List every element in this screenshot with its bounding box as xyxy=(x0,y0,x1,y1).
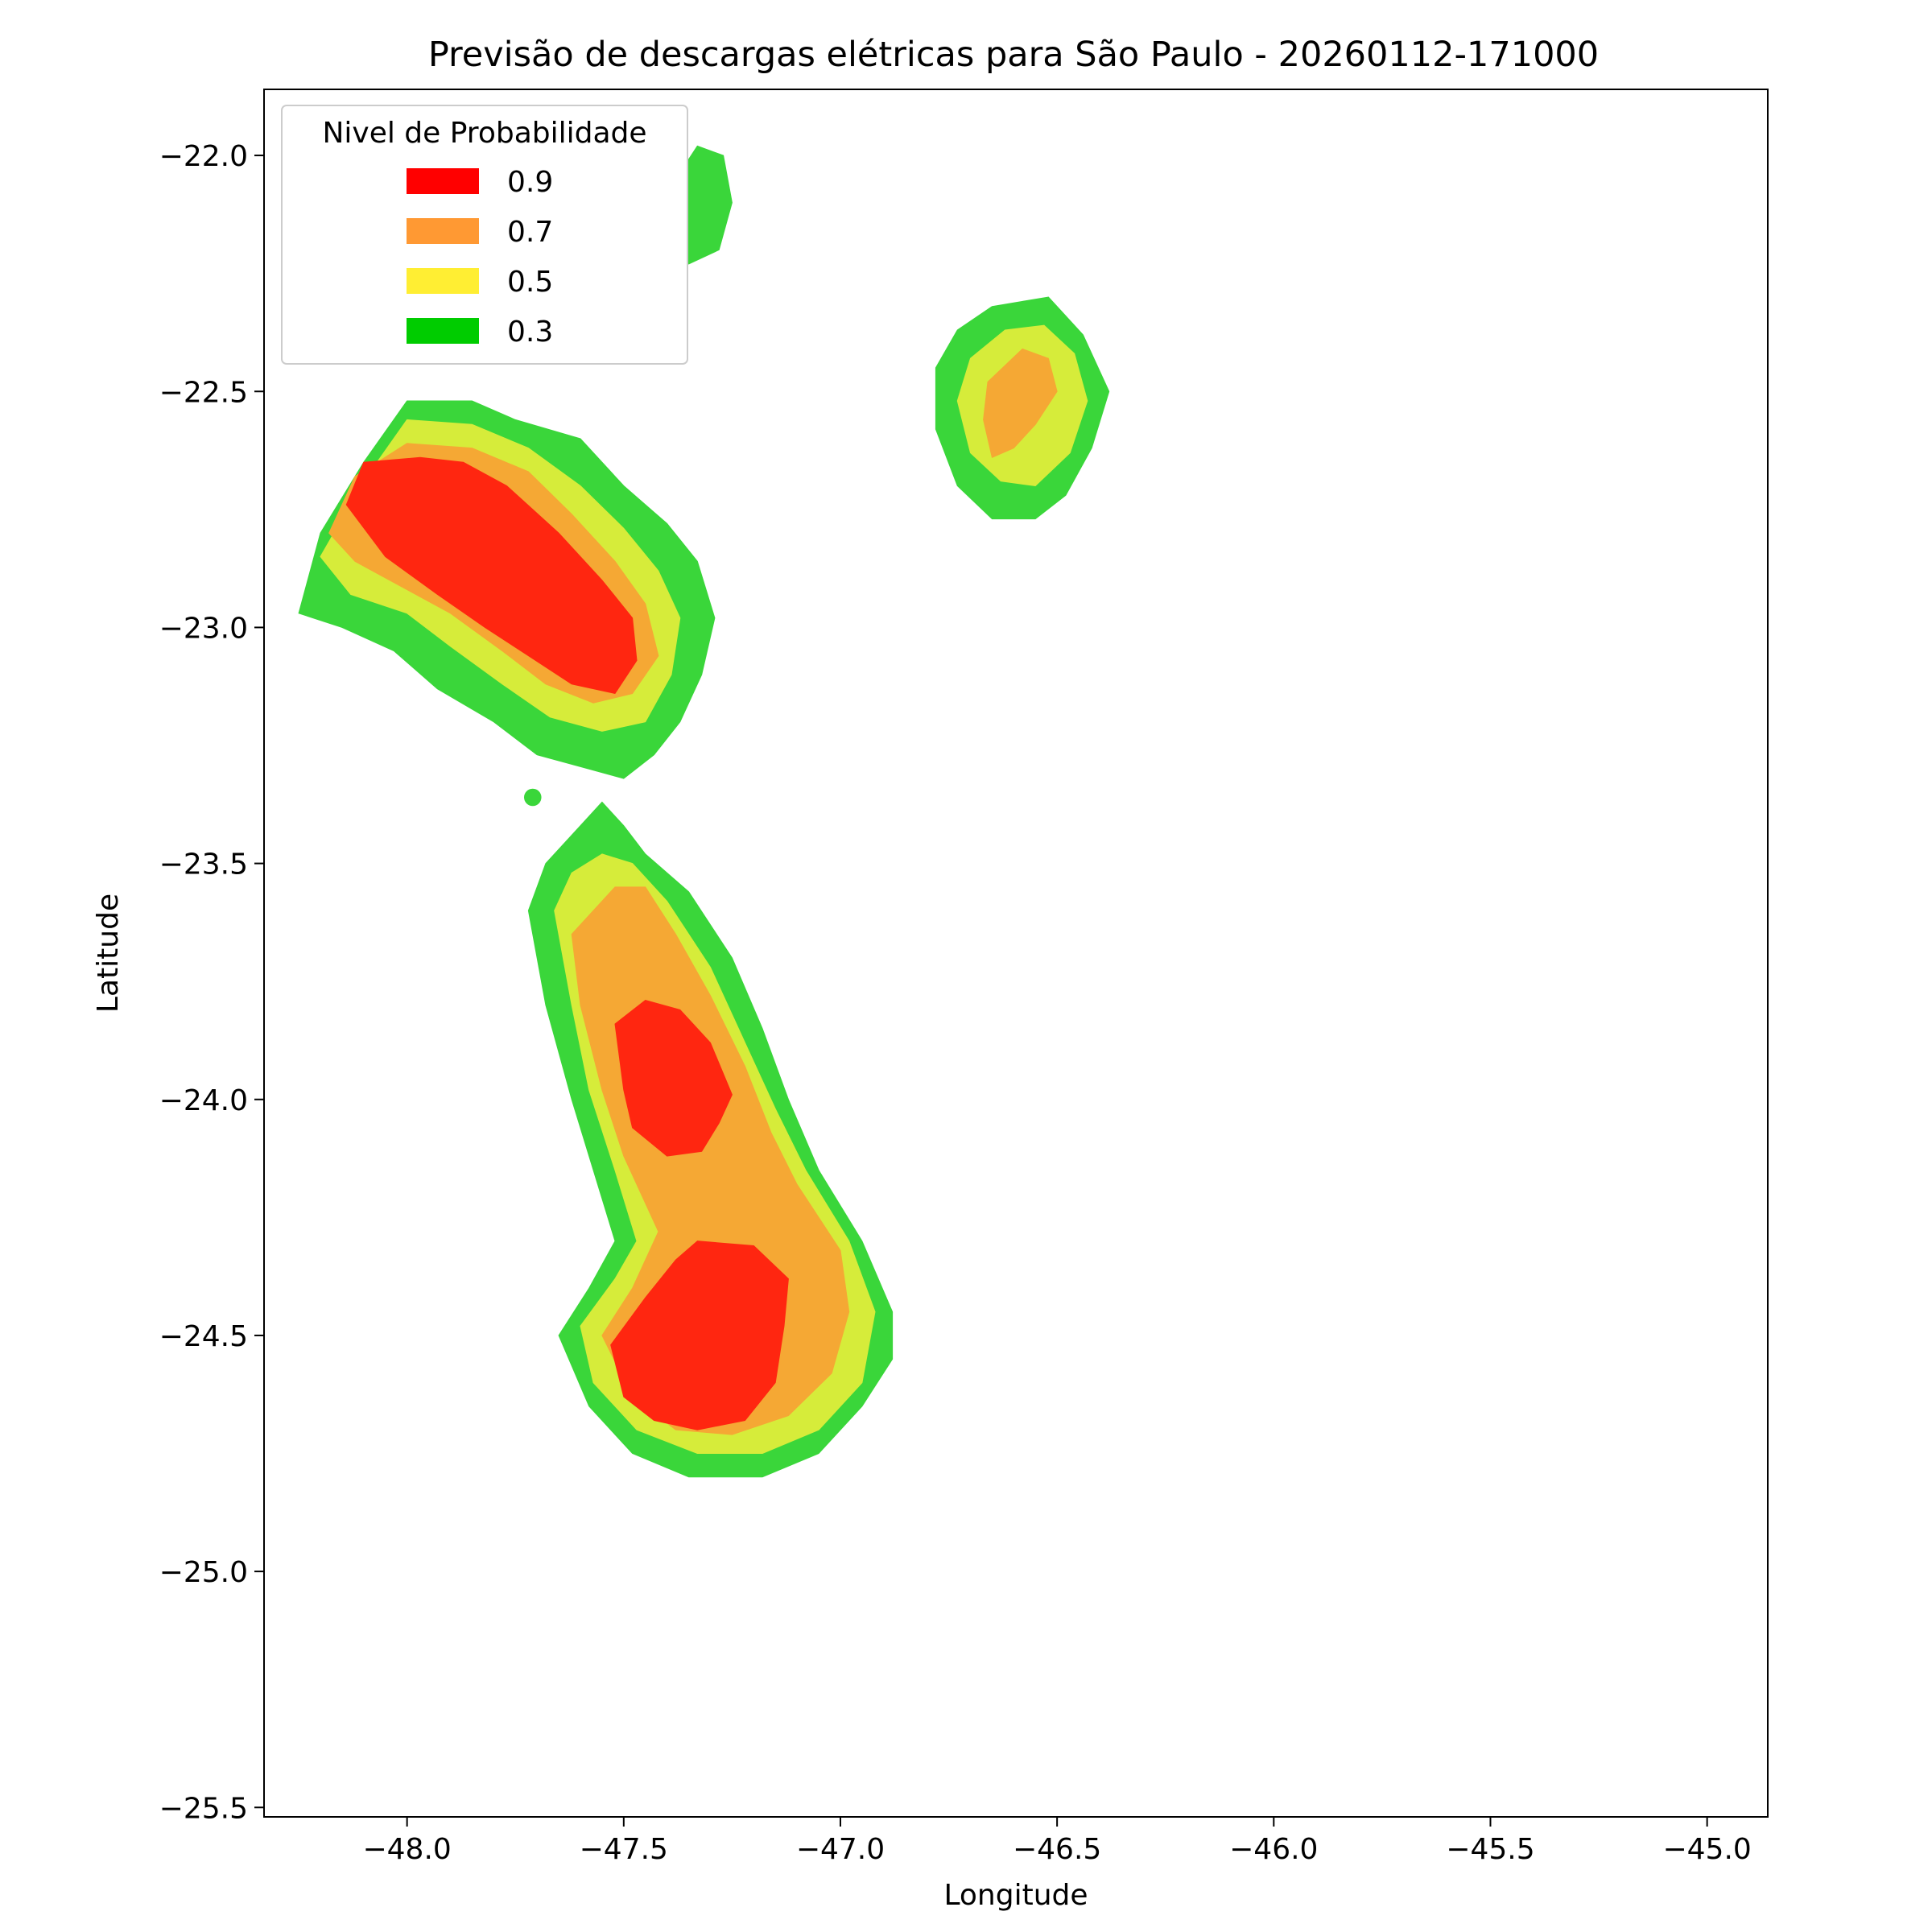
contour-level-0-9 xyxy=(610,1241,789,1430)
x-tick-label: −47.5 xyxy=(580,1833,668,1866)
contour-regions xyxy=(298,145,1110,1478)
legend-label: 0.3 xyxy=(507,316,553,349)
contour-dot xyxy=(523,788,542,807)
legend-box xyxy=(281,105,688,365)
plot-frame xyxy=(263,89,1769,1818)
legend-swatch xyxy=(407,168,479,194)
x-tick-label: −47.0 xyxy=(796,1833,885,1866)
legend-swatch xyxy=(407,268,479,294)
y-tick-label: −23.0 xyxy=(159,612,248,645)
x-tick-label: −45.5 xyxy=(1446,1833,1534,1866)
x-axis-label: Longitude xyxy=(943,1879,1088,1912)
x-tick-label: −46.5 xyxy=(1013,1833,1101,1866)
region-northwest-cell xyxy=(298,400,716,779)
y-axis-label: Latitude xyxy=(92,894,125,1013)
x-tick-label: −45.0 xyxy=(1662,1833,1751,1866)
legend-entries: 0.9 0.7 0.5 0.3 xyxy=(407,166,553,349)
legend-swatch xyxy=(407,218,479,244)
contour-level-0-9 xyxy=(345,456,638,695)
region-northeast-cell xyxy=(935,296,1110,520)
legend-swatch xyxy=(407,318,479,344)
contour-level-0-9 xyxy=(614,1000,733,1157)
plot-area xyxy=(263,89,1769,1818)
legend-label: 0.5 xyxy=(507,266,553,299)
x-axis-ticks: −48.0 −47.5 −47.0 −46.5 −46.0 −45.5 −45.0 xyxy=(362,1817,1752,1866)
y-tick-label: −25.5 xyxy=(159,1792,248,1825)
y-tick-label: −23.5 xyxy=(159,848,248,881)
contour-level-0-7 xyxy=(983,348,1058,458)
y-tick-label: −22.5 xyxy=(159,376,248,409)
x-tick-label: −46.0 xyxy=(1229,1833,1318,1866)
legend: Nivel de Probabilidade 0.9 0.7 0.5 0.3 xyxy=(281,105,688,365)
legend-label: 0.7 xyxy=(507,216,553,249)
legend-label: 0.9 xyxy=(507,166,553,199)
y-tick-label: −25.0 xyxy=(159,1556,248,1589)
y-tick-label: −24.5 xyxy=(159,1320,248,1353)
y-tick-label: −22.0 xyxy=(159,140,248,173)
region-south-cell xyxy=(527,801,894,1478)
region-small-dot xyxy=(523,788,542,807)
legend-title: Nivel de Probabilidade xyxy=(322,117,646,150)
chart-title: Previsão de descargas elétricas para São… xyxy=(428,35,1599,75)
x-tick-label: −48.0 xyxy=(362,1833,451,1866)
y-axis-ticks: −22.0 −22.5 −23.0 −23.5 −24.0 −24.5 −25.0 −25.5 xyxy=(159,140,264,1825)
y-tick-label: −24.0 xyxy=(159,1084,248,1117)
